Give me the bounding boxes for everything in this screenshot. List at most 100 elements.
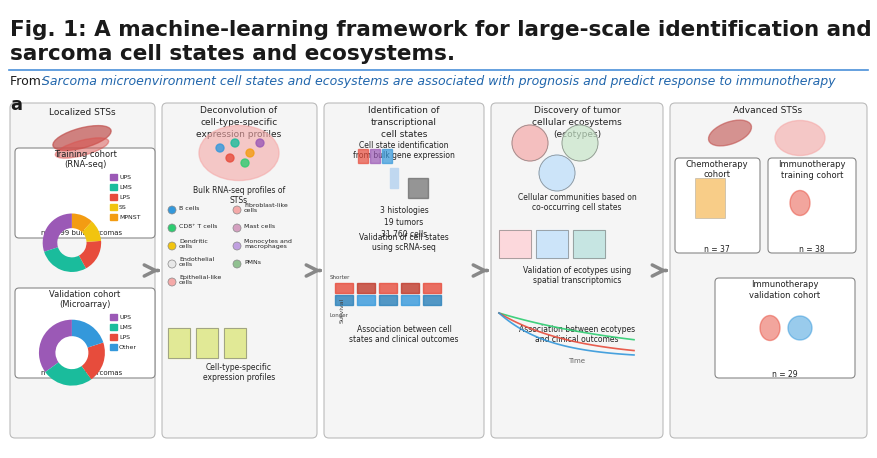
Wedge shape [82, 343, 105, 379]
Text: B cells: B cells [179, 206, 199, 211]
FancyBboxPatch shape [491, 103, 663, 438]
FancyBboxPatch shape [10, 103, 155, 438]
Bar [408, 178, 428, 198]
Bar [423, 295, 441, 305]
Circle shape [512, 125, 548, 161]
Circle shape [231, 139, 239, 147]
Circle shape [168, 224, 176, 232]
Circle shape [256, 139, 264, 147]
Bar [168, 328, 190, 358]
Text: Survival: Survival [340, 297, 345, 323]
Wedge shape [72, 213, 92, 232]
Bar [499, 230, 531, 258]
Bar [110, 344, 117, 350]
Text: From:: From: [10, 75, 49, 88]
Bar [357, 295, 375, 305]
Text: Validation of cell states
using scRNA-seq: Validation of cell states using scRNA-se… [359, 233, 449, 252]
Bar [423, 283, 441, 293]
Text: Dendritic
cells: Dendritic cells [179, 239, 208, 250]
Circle shape [562, 125, 598, 161]
Text: Training cohort
(RNA-seq): Training cohort (RNA-seq) [53, 150, 117, 169]
Bar [196, 328, 218, 358]
Text: Cell-type-specific
expression profiles: Cell-type-specific expression profiles [203, 363, 275, 382]
FancyBboxPatch shape [670, 103, 867, 438]
Circle shape [168, 260, 176, 268]
Wedge shape [39, 320, 72, 372]
Text: Discovery of tumor
cellular ecosystems
(ecotypes): Discovery of tumor cellular ecosystems (… [532, 106, 622, 139]
Ellipse shape [199, 125, 279, 180]
Text: LMS: LMS [119, 185, 132, 190]
Text: LMS: LMS [119, 325, 132, 330]
Text: UPS: UPS [119, 315, 131, 320]
Text: n = 29: n = 29 [772, 370, 798, 379]
Circle shape [168, 278, 176, 286]
Text: Longer: Longer [330, 313, 349, 318]
Text: Epithelial-like
cells: Epithelial-like cells [179, 275, 221, 285]
Text: Fig. 1: A machine-learning framework for large-scale identification and validati: Fig. 1: A machine-learning framework for… [10, 20, 877, 40]
Text: PMNs: PMNs [244, 260, 261, 265]
Bar [379, 283, 397, 293]
Bar [110, 334, 117, 340]
Text: Cellular communities based on
co-occurring cell states: Cellular communities based on co-occurri… [517, 193, 637, 213]
Text: Fibroblast-like
cells: Fibroblast-like cells [244, 202, 288, 213]
Text: Chemotherapy
cohort: Chemotherapy cohort [686, 160, 748, 180]
Bar [382, 149, 392, 163]
FancyBboxPatch shape [15, 148, 155, 238]
Text: Identification of
transcriptional
cell states: Identification of transcriptional cell s… [368, 106, 439, 139]
Text: a: a [10, 96, 22, 114]
Circle shape [168, 206, 176, 214]
Text: Mast cells: Mast cells [244, 224, 275, 229]
Bar [110, 174, 117, 180]
Text: SS: SS [119, 205, 127, 210]
Text: Endothelial
cells: Endothelial cells [179, 256, 214, 267]
Circle shape [216, 144, 224, 152]
Text: LPS: LPS [119, 195, 130, 200]
Bar [224, 328, 246, 358]
FancyBboxPatch shape [768, 158, 856, 253]
Circle shape [233, 242, 241, 250]
Text: LPS: LPS [119, 335, 130, 340]
FancyBboxPatch shape [675, 158, 760, 253]
Bar [401, 295, 419, 305]
Ellipse shape [53, 125, 111, 150]
Bar [335, 283, 353, 293]
Ellipse shape [775, 120, 825, 156]
Text: Bulk RNA-seq profiles of
STSs: Bulk RNA-seq profiles of STSs [193, 186, 285, 205]
Circle shape [233, 206, 241, 214]
Bar [110, 324, 117, 330]
Wedge shape [44, 247, 86, 272]
Bar [110, 194, 117, 200]
Bar [224, 328, 246, 358]
FancyBboxPatch shape [15, 288, 155, 378]
Text: Other: Other [119, 345, 137, 350]
Text: Cell state identification
from bulk gene expression: Cell state identification from bulk gene… [353, 141, 455, 160]
Circle shape [168, 242, 176, 250]
Text: UPS: UPS [119, 175, 131, 180]
Text: Immunotherapy
training cohort: Immunotherapy training cohort [778, 160, 845, 180]
Circle shape [226, 154, 234, 162]
Text: Validation of ecotypes using
spatial transcriptomics: Validation of ecotypes using spatial tra… [523, 266, 631, 285]
Bar [358, 149, 368, 163]
Ellipse shape [55, 138, 109, 158]
Text: Sarcoma microenvironment cell states and ecosystems are associated with prognosi: Sarcoma microenvironment cell states and… [42, 75, 836, 88]
Bar [335, 295, 353, 305]
Bar [573, 230, 605, 258]
Ellipse shape [709, 120, 752, 146]
Text: Validation cohort
(Microarray): Validation cohort (Microarray) [49, 290, 121, 310]
Text: Advanced STSs: Advanced STSs [733, 106, 802, 115]
Text: CD8⁺ T cells: CD8⁺ T cells [179, 224, 217, 229]
Wedge shape [43, 213, 72, 252]
Circle shape [241, 159, 249, 167]
Text: Association between cell
states and clinical outcomes: Association between cell states and clin… [349, 325, 459, 344]
Bar [168, 328, 190, 358]
Bar [110, 314, 117, 320]
Ellipse shape [790, 191, 810, 216]
Text: n = 38: n = 38 [799, 245, 824, 254]
Bar [196, 328, 218, 358]
Text: n = 310 bulk sarcomas: n = 310 bulk sarcomas [41, 370, 123, 376]
Text: Deconvolution of
cell-type-specific
expression profiles: Deconvolution of cell-type-specific expr… [196, 106, 282, 139]
Bar [110, 184, 117, 190]
FancyBboxPatch shape [715, 278, 855, 378]
FancyBboxPatch shape [162, 103, 317, 438]
Text: 3 histologies
19 tumors
31,760 cells: 3 histologies 19 tumors 31,760 cells [380, 206, 428, 239]
